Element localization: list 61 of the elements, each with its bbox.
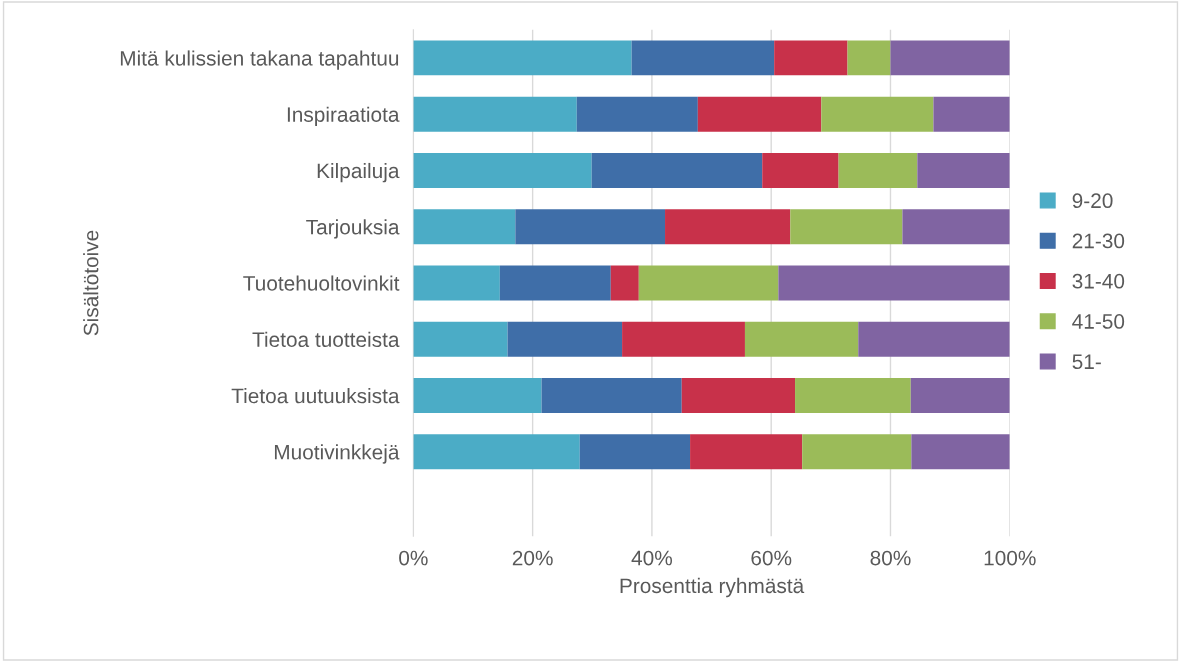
- x-tick-label: 100%: [984, 550, 1036, 566]
- bar: [413, 153, 592, 188]
- bar: [576, 96, 698, 132]
- bar: [762, 153, 839, 188]
- bar: [631, 40, 775, 76]
- bar: [413, 209, 516, 245]
- bar: [697, 96, 822, 132]
- bar: [413, 378, 542, 413]
- bar: [515, 209, 666, 245]
- bar: [790, 209, 903, 245]
- bar: [847, 40, 891, 76]
- bar: [911, 434, 1010, 470]
- y-tick-label: Inspiraatiota: [287, 106, 400, 127]
- bar: [838, 153, 918, 188]
- bar: [413, 321, 508, 357]
- legend-label: 41-50: [1072, 314, 1125, 329]
- legend-label: 51-: [1072, 354, 1101, 370]
- bar: [795, 378, 911, 413]
- bar: [690, 434, 803, 470]
- legend-label: 31-40: [1072, 273, 1125, 289]
- bar: [541, 378, 682, 413]
- bar: [681, 378, 796, 413]
- bar: [933, 96, 1010, 132]
- bar: [499, 265, 611, 301]
- bar: [610, 265, 639, 301]
- y-tick-label: Tarjouksia: [306, 219, 400, 239]
- bar: [858, 321, 1010, 357]
- x-tick-label: 0%: [399, 550, 428, 566]
- bar: [802, 434, 912, 470]
- bar: [413, 40, 632, 76]
- bar: [778, 265, 1010, 301]
- bar: [902, 209, 1010, 245]
- bar: [665, 209, 791, 245]
- bar: [591, 153, 763, 188]
- bar: [910, 378, 1010, 413]
- bar: [821, 96, 934, 132]
- legend-label: 9-20: [1072, 193, 1113, 209]
- bar: [622, 321, 745, 357]
- y-tick-label: Muotivinkkejä: [274, 444, 400, 464]
- bar: [638, 265, 779, 301]
- bar: [744, 321, 859, 357]
- bar: [579, 434, 691, 470]
- bar: [413, 96, 577, 132]
- bar: [917, 153, 1010, 188]
- bar: [890, 40, 1010, 76]
- x-tick-label: 40%: [631, 550, 673, 566]
- bar: [413, 434, 580, 470]
- legend-label: 21-30: [1072, 233, 1125, 249]
- y-tick-label: Kilpailuja: [317, 162, 400, 183]
- x-tick-label: 20%: [512, 550, 553, 566]
- y-tick-label: Tietoa uutuuksista: [231, 388, 400, 404]
- y-tick-label: Mitä kulissien takana tapahtuu: [120, 50, 399, 70]
- bar: [413, 265, 500, 301]
- bar: [507, 321, 623, 357]
- bar: [774, 40, 848, 76]
- x-tick-label: 60%: [751, 550, 792, 566]
- x-tick-label: 80%: [870, 550, 911, 566]
- y-tick-label: Tuotehuoltovinkit: [243, 275, 400, 291]
- y-tick-label: Tietoa tuotteista: [252, 331, 400, 348]
- y-axis-title: Sisältötoive: [83, 230, 99, 336]
- x-axis-title: Prosenttia ryhmästä: [620, 577, 805, 598]
